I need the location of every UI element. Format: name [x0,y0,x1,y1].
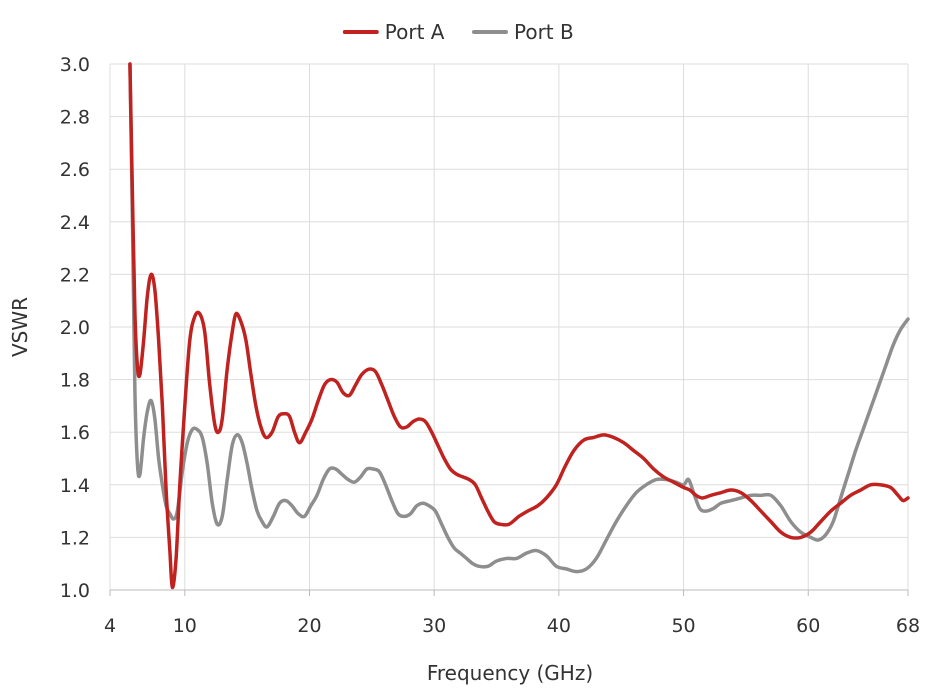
x-axis-title: Frequency (GHz) [427,661,593,685]
x-tick-label: 20 [297,615,321,637]
y-tick-label: 2.0 [60,317,90,339]
legend-item-port-a: Port A [342,20,445,44]
x-tick-label: 50 [671,615,695,637]
y-tick-label: 1.6 [60,422,90,444]
series-line-port-b [128,62,910,574]
legend-item-port-b: Port B [472,20,574,44]
y-axis-title: VSWR [8,297,32,357]
y-tick-label: 1.2 [60,527,90,549]
y-tick-label: 2.4 [60,212,90,234]
y-tick-label: 1.4 [60,475,90,497]
legend-label: Port B [514,20,574,44]
legend: Port A Port B [342,20,574,44]
y-tick-label: 1.8 [60,370,90,392]
x-tick-label: 10 [173,615,197,637]
y-tick-label: 1.0 [60,580,90,602]
series-line-port-a [128,62,910,590]
x-tick-label: 4 [104,615,116,637]
x-tick-label: 40 [547,615,571,637]
x-tick-label: 30 [422,615,446,637]
y-tick-label: 3.0 [60,54,90,76]
y-tick-label: 2.6 [60,159,90,181]
y-tick-label: 2.2 [60,264,90,286]
series-group [128,62,910,590]
legend-label: Port A [385,20,445,44]
x-tick-label: 68 [896,615,920,637]
y-tick-label: 2.8 [60,107,90,129]
axes: 1.0 1.2 1.4 1.6 1.8 2.0 2.2 2.4 2.6 2.8 3.0 4 10 20 30… [60,54,920,637]
grid [109,63,909,591]
x-tick-label: 60 [796,615,820,637]
